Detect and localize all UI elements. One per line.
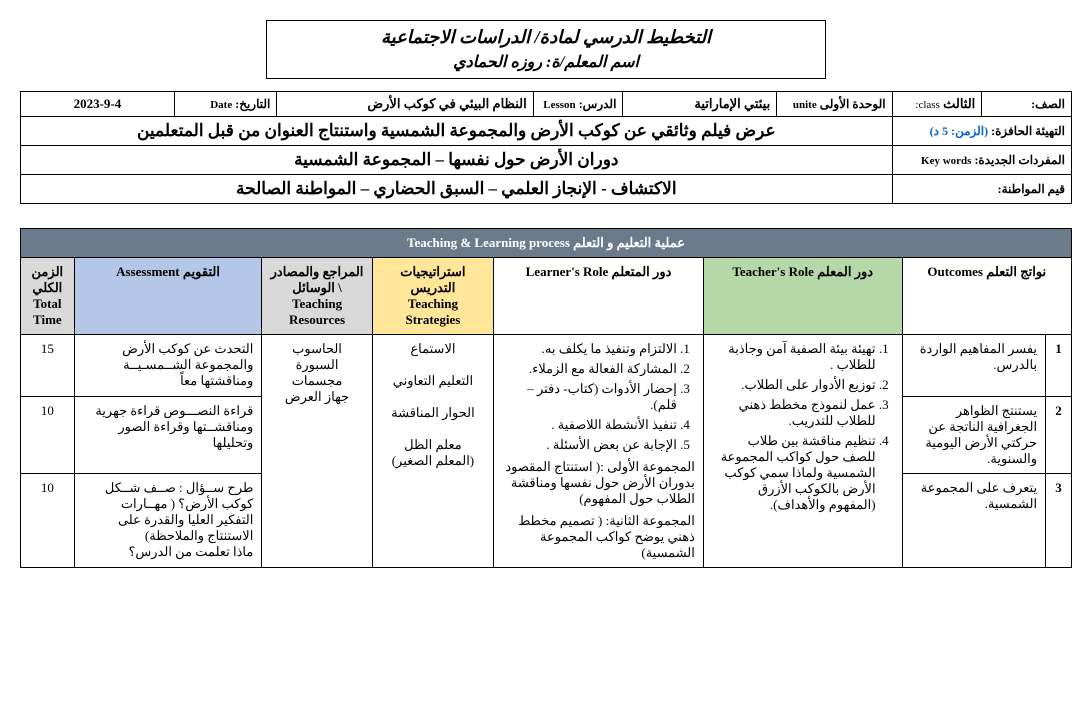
main-title: التخطيط الدرسي لمادة/ الدراسات الاجتماعي… — [277, 27, 815, 48]
keywords-label: المفردات الجديدة: Key words — [892, 146, 1071, 175]
resources-cell: الحاسوب السبورة مجسمات جهاز العرض — [262, 335, 372, 568]
warmup-text: عرض فيلم وثائقي عن كوكب الأرض والمجموعة … — [21, 117, 893, 146]
col-strategies: استراتيجيات التدريس Teaching Strategies — [372, 258, 493, 335]
class-label: الصف: — [982, 92, 1072, 117]
info-table: الصف: الثالث class: الوحدة الأولى unite … — [20, 91, 1072, 204]
outcome-text: يستنتج الظواهر الجغرافية الناتجة عن حركت… — [902, 396, 1046, 474]
assessment-time: 15 — [21, 335, 75, 397]
learner-sub2: المجموعة الثانية: ( تصميم مخطط ذهني يوضح… — [502, 513, 695, 561]
teacher-line: اسم المعلم/ة: روزه الحمادي — [277, 52, 815, 72]
class-value: الثالث class: — [892, 92, 982, 117]
values-text: الاكتشاف - الإنجاز العلمي – السبق الحضار… — [21, 175, 893, 204]
assessment-text: التحدث عن كوكب الأرض والمجموعة الشــمسـي… — [74, 335, 262, 397]
process-table: عملية التعليم و التعلم Teaching & Learni… — [20, 228, 1072, 568]
date-label: التاريخ: Date — [174, 92, 277, 117]
keywords-text: دوران الأرض حول نفسها – المجموعة الشمسية — [21, 146, 893, 175]
values-label: قيم المواطنة: — [892, 175, 1071, 204]
learner-role-cell: الالتزام وتنفيذ ما يكلف به. المشاركة الفع… — [494, 335, 704, 568]
lesson-plan-title-box: التخطيط الدرسي لمادة/ الدراسات الاجتماعي… — [266, 20, 826, 79]
outcome-text: يتعرف على المجموعة الشمسية. — [902, 474, 1046, 568]
assessment-time: 10 — [21, 396, 75, 474]
col-resources: المراجع والمصادر \ الوسائل Teaching Reso… — [262, 258, 372, 335]
teacher-role-item: توزيع الأدوار على الطلاب. — [712, 377, 876, 393]
unit-value: بيئتي الإماراتية — [623, 92, 777, 117]
outcome-number: 2 — [1046, 396, 1072, 474]
col-assessment: التقويم Assessment — [74, 258, 262, 335]
teacher-role-cell: تهيئة بيئة الصفية آمن وجاذبة للطلاب . توز… — [703, 335, 902, 568]
learner-role-item: الإجابة عن بعض الأسئلة . — [502, 437, 677, 453]
teacher-role-item: تهيئة بيئة الصفية آمن وجاذبة للطلاب . — [712, 341, 876, 373]
assessment-text: قراءة النصـــوص قراءة جهرية ومناقشــتها … — [74, 396, 262, 474]
outcome-text: يفسر المفاهيم الواردة بالدرس. — [902, 335, 1046, 397]
warmup-label: التهيئة الحافزة: (الزمن: 5 د) — [892, 117, 1071, 146]
date-value: 2023-9-4 — [21, 92, 175, 117]
learner-sub1: المجموعة الأولى :( استنتاج المقصود بدورا… — [502, 459, 695, 507]
assessment-text: طرح ســؤال : صــف شــكل كوكب الأرض؟ ( مه… — [74, 474, 262, 568]
learner-role-item: تنفيذ الأنشطة اللاصفية . — [502, 417, 677, 433]
lesson-label: الدرس: Lesson — [533, 92, 623, 117]
assessment-time: 10 — [21, 474, 75, 568]
col-teacher: دور المعلم Teacher's Role — [703, 258, 902, 335]
col-learner: دور المتعلم Learner's Role — [494, 258, 704, 335]
strategies-cell: الاستماع التعليم التعاوني الحوار المناقش… — [372, 335, 493, 568]
teacher-role-item: تنظيم مناقشة بين طلاب للصف حول كواكب الم… — [712, 433, 876, 513]
col-outcomes: نواتج التعلم Outcomes — [902, 258, 1071, 335]
outcome-number: 3 — [1046, 474, 1072, 568]
teacher-role-item: عمل لنموذج مخطط ذهني للطلاب للتدريب. — [712, 397, 876, 429]
learner-role-item: المشاركة الفعالة مع الزملاء. — [502, 361, 677, 377]
unit-label: الوحدة الأولى unite — [777, 92, 892, 117]
col-time: الزمن الكلي Total Time — [21, 258, 75, 335]
outcome-number: 1 — [1046, 335, 1072, 397]
learner-role-item: إحضار الأدوات (كتاب- دفتر – قلم). — [502, 381, 677, 413]
learner-role-item: الالتزام وتنفيذ ما يكلف به. — [502, 341, 677, 357]
process-banner: عملية التعليم و التعلم Teaching & Learni… — [21, 229, 1072, 258]
table-row: 1 يفسر المفاهيم الواردة بالدرس. تهيئة بي… — [21, 335, 1072, 397]
lesson-value: النظام البيئي في كوكب الأرض — [277, 92, 533, 117]
